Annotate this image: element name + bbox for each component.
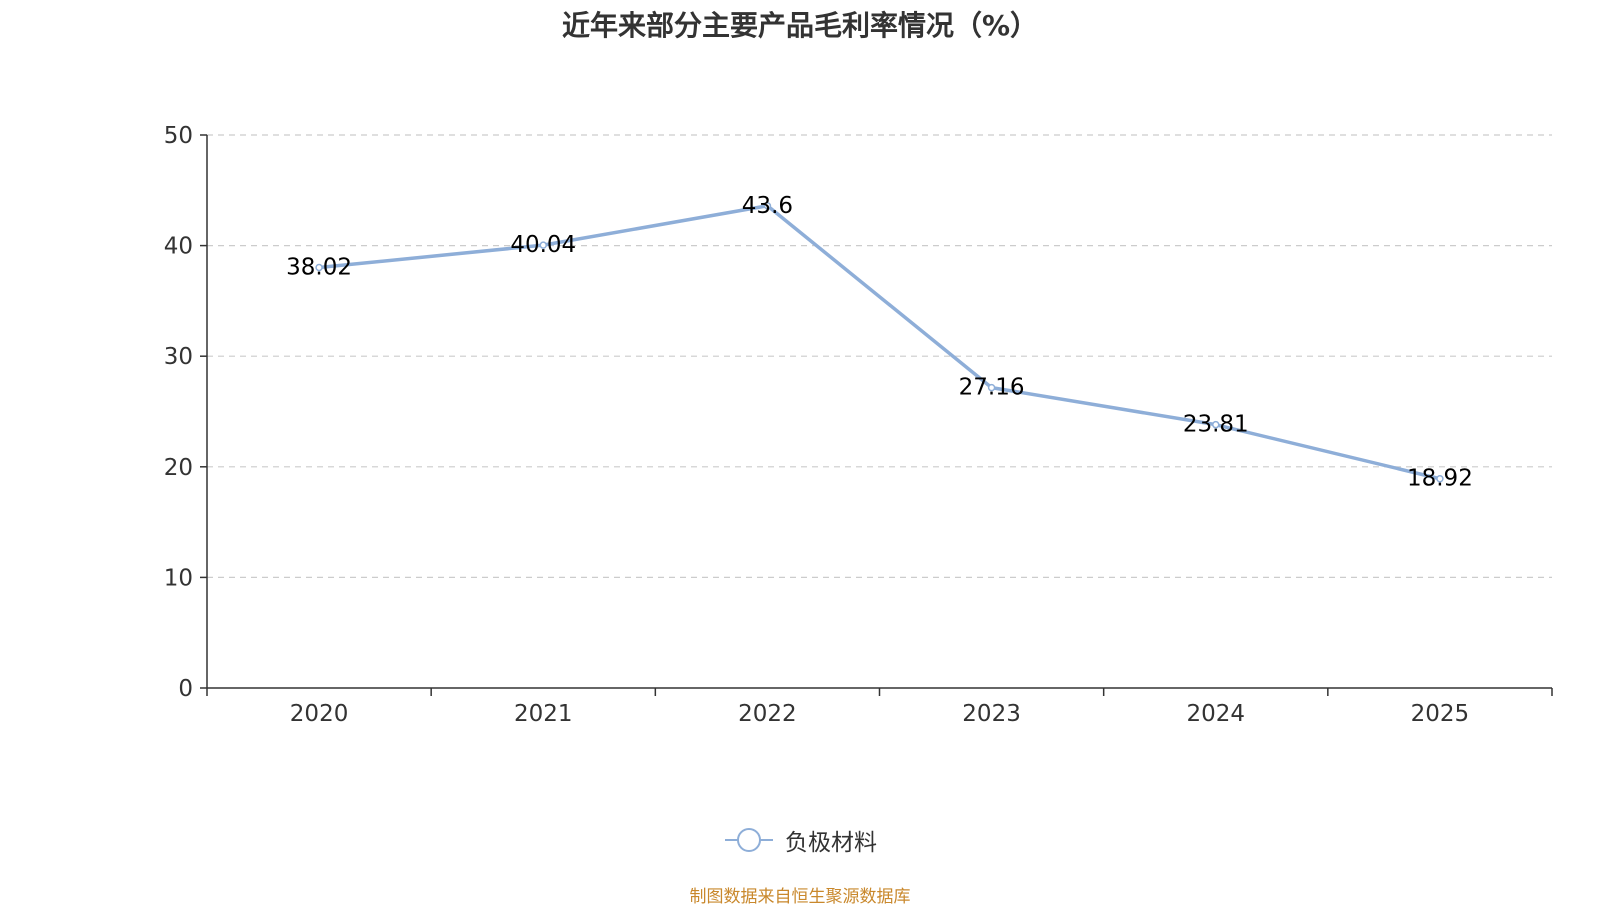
x-tick-label: 2024 [1186,701,1245,727]
x-tick-label: 2020 [290,701,349,727]
data-point[interactable] [539,241,547,249]
x-tick-label: 2022 [738,701,797,727]
series-line [318,204,1441,481]
y-tick-label: 20 [164,455,193,481]
legend-label: 负极材料 [785,830,877,856]
data-label: 38.02 [286,254,352,280]
data-point[interactable] [987,383,996,392]
data-point[interactable] [1436,474,1444,483]
y-tick-label: 10 [164,565,193,591]
y-tick-label: 40 [164,234,193,260]
data-label: 18.92 [1407,466,1473,492]
data-point[interactable] [763,202,772,210]
data-point[interactable] [315,263,323,272]
y-tick-label: 50 [164,123,193,149]
data-label: 40.04 [510,232,576,258]
data-label: 27.16 [959,375,1025,401]
data-point[interactable] [1212,420,1220,429]
axes: 0 10 20 30 40 50 2020 2021 2022 2023 2024 2025 [164,123,1553,727]
chart-title: 近年来部分主要产品毛利率情况（%） [561,9,1039,42]
series [315,202,1444,483]
data-label: 23.81 [1183,412,1249,438]
x-tick-label: 2021 [514,701,573,727]
x-tick-label: 2023 [962,701,1021,727]
legend-item[interactable]: 负极材料 [723,823,877,857]
gridlines [207,134,1552,579]
source-note: 制图数据来自恒生聚源数据库 [689,887,911,907]
data-label: 43.6 [742,193,793,219]
y-tick-label: 0 [178,676,193,702]
legend-line-circle-icon [725,828,773,852]
data-labels: 38.02 40.04 43.6 27.16 23.81 18.92 [286,193,1473,492]
legend: 负极材料 [0,823,1600,857]
x-tick-label: 2025 [1411,701,1470,727]
y-tick-label: 30 [164,344,193,370]
